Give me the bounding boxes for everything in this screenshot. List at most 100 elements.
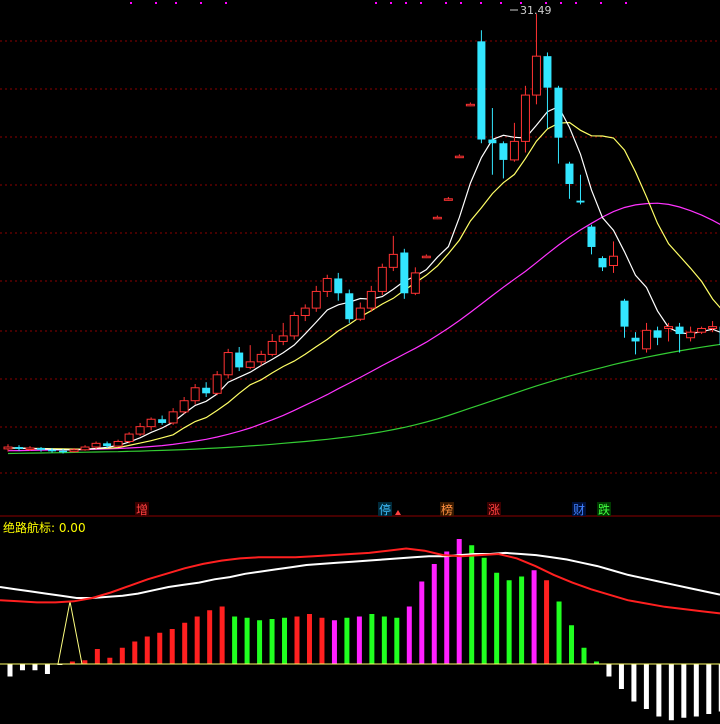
hist-bar-15 [194, 616, 200, 664]
candle-body-12 [135, 426, 145, 435]
candle-body-45 [499, 143, 508, 160]
candle-body-25 [278, 335, 288, 342]
top-dot-7 [405, 2, 407, 4]
hist-bar-1 [19, 664, 25, 671]
top-dot-11 [480, 2, 482, 4]
top-dot-15 [560, 2, 562, 4]
top-dot-16 [575, 2, 577, 4]
hist-bar-39 [494, 572, 500, 664]
candle-body-17 [190, 387, 200, 402]
top-dot-4 [225, 2, 227, 4]
candle-body-57 [631, 337, 640, 342]
marker-1: 停 [379, 502, 391, 517]
hist-bar-5 [69, 661, 75, 664]
candle-body-52 [576, 200, 585, 203]
hist-bar-9 [119, 647, 125, 664]
candle-body-41 [454, 155, 464, 159]
hist-bar-10 [132, 641, 138, 664]
hist-bar-38 [481, 557, 487, 664]
candle-body-40 [443, 198, 453, 201]
top-dot-5 [375, 2, 377, 4]
marker-2: 榜 [441, 502, 453, 517]
candle-body-10 [113, 440, 123, 447]
candle-body-56 [620, 300, 629, 327]
candle-body-53 [587, 226, 596, 247]
ma20-line [7, 202, 720, 452]
marker-arrow [395, 510, 401, 515]
top-dot-0 [130, 2, 132, 4]
candle-body-60 [664, 326, 674, 329]
hist-bar-20 [257, 620, 263, 664]
hist-bar-23 [294, 616, 300, 664]
ma60-line [7, 343, 720, 455]
candle-body-34 [377, 266, 387, 292]
marker-0: 增 [136, 503, 148, 517]
top-dot-14 [545, 2, 547, 4]
candle-body-62 [686, 331, 696, 339]
hist-bar-18 [232, 616, 238, 664]
hist-bar-44 [556, 601, 562, 664]
top-dot-10 [460, 2, 462, 4]
candle-body-54 [598, 258, 607, 268]
hist-bar-36 [456, 539, 462, 664]
marker-5: 跌 [598, 502, 610, 517]
ma10-line [7, 121, 720, 450]
hist-bar-46 [581, 647, 587, 664]
candle-body-58 [642, 329, 652, 350]
hist-bar-14 [182, 622, 188, 664]
candle-body-28 [311, 290, 321, 309]
hist-bar-24 [306, 614, 312, 664]
hist-bar-16 [207, 610, 213, 664]
candle-body-31 [345, 293, 354, 320]
candle-body-24 [267, 340, 277, 355]
candle-body-1 [15, 447, 24, 449]
hist-bar-50 [631, 664, 637, 702]
marker-bg-2 [440, 502, 454, 516]
hist-bar-2 [32, 664, 38, 671]
hist-bar-22 [282, 617, 288, 664]
candle-body-32 [355, 307, 365, 320]
hist-bar-30 [381, 616, 387, 664]
indicator-red-line [0, 547, 720, 615]
candle-body-9 [103, 443, 112, 447]
ma5-line [7, 105, 720, 451]
candle-body-11 [124, 433, 134, 442]
peak-label: 31.49 [520, 4, 552, 17]
candle-body-55 [609, 255, 619, 266]
candle-body-27 [300, 307, 310, 317]
hist-bar-6 [82, 660, 88, 664]
hist-bar-42 [531, 570, 537, 664]
candle-body-61 [675, 326, 684, 335]
candle-body-39 [432, 216, 442, 220]
candle-body-3 [37, 447, 46, 450]
marker-bg-1 [378, 502, 392, 516]
candle-body-33 [366, 290, 376, 309]
hist-bar-48 [606, 664, 612, 677]
candle-body-29 [322, 277, 332, 292]
candle-body-46 [509, 140, 519, 161]
candle-body-38 [421, 255, 431, 259]
candle-body-35 [388, 253, 398, 268]
candle-body-5 [59, 450, 68, 453]
hist-bar-41 [519, 576, 525, 664]
candle-body-64 [708, 326, 718, 329]
hist-bar-26 [331, 620, 337, 664]
top-dot-8 [420, 2, 422, 4]
marker-4: 财 [573, 503, 585, 517]
candle-body-2 [25, 447, 35, 450]
candle-body-15 [168, 411, 178, 424]
top-dot-1 [155, 2, 157, 4]
hist-bar-55 [693, 664, 699, 717]
hist-bar-7 [94, 649, 100, 664]
candle-body-49 [543, 56, 552, 88]
candle-body-48 [531, 55, 541, 96]
candle-body-18 [202, 387, 211, 394]
candle-body-30 [334, 278, 343, 294]
hist-bar-19 [244, 617, 250, 664]
marker-bg-5 [597, 502, 611, 516]
hist-bar-3 [44, 664, 50, 674]
candle-body-6 [69, 449, 79, 453]
hist-bar-35 [444, 551, 450, 664]
candle-body-13 [146, 418, 156, 428]
